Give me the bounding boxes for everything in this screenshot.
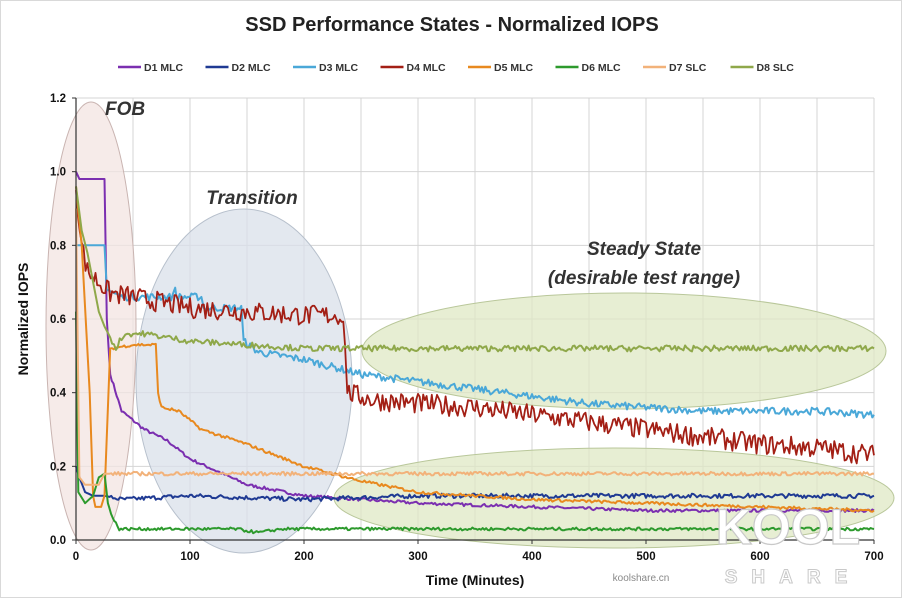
series-line-d1-mlc [75,171,875,513]
x-tick-label: 400 [522,551,541,563]
legend-label: D1 MLC [144,62,184,74]
x-tick-label: 200 [294,551,313,563]
steady-state-region-upper [361,292,887,410]
y-tick-label: 0.8 [50,240,67,252]
series-line-d4-mlc [75,189,875,465]
y-axis-title: Normalized IOPS [15,263,31,376]
x-tick-label: 700 [864,551,883,563]
watermark-site: koolshare.cn [613,573,670,584]
annotation-desirable-range: (desirable test range) [548,268,740,289]
legend-label: D5 MLC [494,62,534,74]
series-line-d7-slc [75,208,875,486]
legend-label: D3 MLC [319,62,359,74]
watermark-logo: KOOL [716,499,860,555]
transition-region [135,208,353,554]
chart-title: SSD Performance States - Normalized IOPS [245,14,658,36]
series-line-d8-slc [75,186,875,353]
legend-label: D4 MLC [407,62,447,74]
y-tick-label: 0.0 [50,535,66,547]
annotation-fob: FOB [105,99,145,120]
annotation-transition: Transition [206,188,298,209]
legend-label: D7 SLC [669,62,707,74]
y-tick-label: 0.6 [50,314,66,326]
x-tick-label: 300 [408,551,427,563]
watermark-logo-sub: SHARE [725,567,862,588]
x-tick-label: 100 [180,551,199,563]
legend-label: D8 SLC [757,62,795,74]
x-tick-label: 0 [73,551,79,563]
x-axis-title: Time (Minutes) [426,572,525,588]
legend-label: D6 MLC [582,62,622,74]
series-line-d5-mlc [75,186,875,513]
series-line-d2-mlc [75,466,875,503]
fob-region [45,101,137,551]
series-line-d6-mlc [75,311,875,535]
y-tick-label: 1.2 [50,93,66,105]
x-tick-label: 600 [750,551,769,563]
chart-legend: D1 MLC D2 MLC D3 MLC D4 MLC D5 MLC D6 MLC D7 S… [118,62,794,74]
y-axis-ticks: 0.0 0.2 0.4 0.6 0.8 1.0 1.2 [50,93,76,547]
x-axis-ticks: 0 100 200 300 400 500 600 700 [73,540,884,563]
series-lines [75,171,875,535]
y-tick-label: 0.2 [50,461,66,473]
annotation-steady-state: Steady State [587,239,701,260]
y-tick-label: 1.0 [50,167,66,179]
x-tick-label: 500 [636,551,655,563]
legend-label: D2 MLC [232,62,272,74]
y-tick-label: 0.4 [50,388,67,400]
